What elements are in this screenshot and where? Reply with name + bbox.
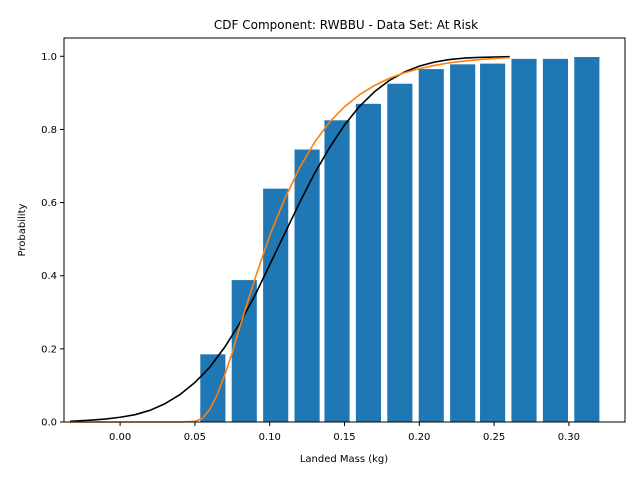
x-axis-label: Landed Mass (kg) <box>300 454 388 465</box>
y-axis: 0.0 0.2 0.4 0.6 0.8 1.0 <box>41 52 64 429</box>
x-tick-label: 0.25 <box>483 432 505 443</box>
y-tick-label: 0.4 <box>41 271 57 282</box>
x-tick-label: 0.20 <box>408 432 430 443</box>
bar <box>450 64 476 422</box>
y-tick-label: 0.6 <box>41 198 57 209</box>
bar <box>294 149 320 423</box>
y-tick-label: 0.2 <box>41 344 57 355</box>
chart-title: CDF Component: RWBBU - Data Set: At Risk <box>214 18 478 32</box>
bar <box>480 63 506 422</box>
x-axis: 0.00 0.05 0.10 0.15 0.20 0.25 0.30 <box>109 422 580 443</box>
y-tick-label: 0.8 <box>41 125 57 136</box>
y-tick-label: 0.0 <box>41 418 57 429</box>
x-tick-label: 0.00 <box>109 432 131 443</box>
bar <box>542 58 568 422</box>
bar <box>231 280 257 422</box>
bar <box>200 354 226 422</box>
bar <box>574 57 600 423</box>
x-tick-label: 0.05 <box>184 432 206 443</box>
series-line <box>69 56 510 423</box>
series-line <box>69 55 510 423</box>
x-tick-label: 0.10 <box>259 432 281 443</box>
bar <box>387 83 413 423</box>
bar <box>511 58 537 422</box>
bar <box>324 120 350 422</box>
bar <box>263 188 289 422</box>
plot-area <box>200 57 600 423</box>
y-tick-label: 1.0 <box>41 52 57 63</box>
bar <box>355 103 381 422</box>
x-tick-label: 0.30 <box>558 432 580 443</box>
series-lines <box>69 55 510 423</box>
y-axis-label: Probability <box>17 203 28 256</box>
x-tick-label: 0.15 <box>333 432 355 443</box>
bar <box>418 69 444 422</box>
